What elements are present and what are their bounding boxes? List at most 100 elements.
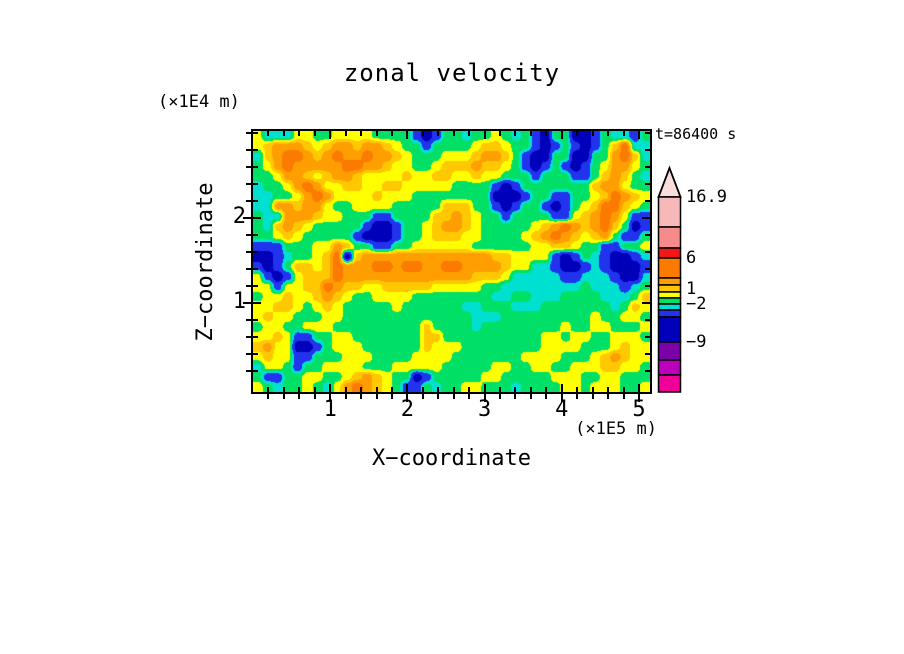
tick-mark [253, 200, 258, 202]
tick-mark [267, 387, 269, 392]
tick-mark [514, 394, 516, 399]
tick-mark [530, 387, 532, 392]
tick-mark [246, 268, 251, 270]
tick-mark [499, 394, 501, 399]
time-annotation: t=86400 s [655, 125, 737, 143]
tick-mark [253, 336, 258, 338]
tick-mark [645, 183, 650, 185]
tick-mark [499, 387, 501, 392]
x-tick-label: 3 [477, 397, 492, 422]
tick-mark [253, 370, 258, 372]
tick-mark [253, 285, 258, 287]
tick-mark [561, 394, 563, 402]
tick-mark [645, 149, 650, 151]
tick-mark [514, 387, 516, 392]
colorbar-value-label: −9 [686, 332, 707, 352]
tick-mark [329, 384, 331, 392]
tick-mark [253, 302, 261, 304]
tick-mark [283, 394, 285, 399]
y-axis-label: Z−coordinate [193, 182, 218, 342]
colorbar-value-label: 16.9 [686, 187, 727, 207]
tick-mark [607, 131, 609, 136]
tick-mark [253, 183, 258, 185]
tick-mark [298, 394, 300, 399]
tick-mark [406, 131, 408, 139]
tick-mark [623, 394, 625, 399]
y-axis-unit-label: (×1E4 m) [158, 92, 240, 112]
tick-mark [345, 394, 347, 399]
tick-mark [345, 387, 347, 392]
tick-mark [530, 394, 532, 399]
tick-mark [437, 394, 439, 399]
tick-mark [437, 131, 439, 136]
tick-mark [253, 251, 258, 253]
tick-mark [576, 387, 578, 392]
tick-mark [437, 387, 439, 392]
tick-mark [592, 387, 594, 392]
tick-mark [468, 387, 470, 392]
tick-mark [638, 394, 640, 402]
tick-mark [329, 394, 331, 402]
tick-mark [592, 394, 594, 399]
tick-mark [545, 394, 547, 399]
tick-mark [468, 394, 470, 399]
tick-mark [246, 166, 251, 168]
tick-mark [246, 251, 251, 253]
tick-mark [576, 131, 578, 136]
y-tick-label: 1 [232, 289, 246, 314]
tick-mark [592, 131, 594, 136]
tick-mark [376, 394, 378, 399]
tick-mark [645, 268, 650, 270]
tick-mark [243, 217, 251, 219]
colorbar-segment [657, 309, 682, 318]
tick-mark [360, 131, 362, 136]
colorbar-segment [657, 196, 682, 228]
colorbar-segment [657, 247, 682, 259]
tick-mark [638, 384, 640, 392]
tick-mark [253, 132, 258, 134]
tick-mark [253, 234, 258, 236]
colorbar-segment [657, 359, 682, 376]
tick-mark [645, 285, 650, 287]
tick-mark [645, 353, 650, 355]
tick-mark [545, 387, 547, 392]
tick-mark [246, 336, 251, 338]
tick-mark [422, 387, 424, 392]
tick-mark [243, 302, 251, 304]
tick-mark [246, 234, 251, 236]
tick-mark [246, 285, 251, 287]
tick-mark [391, 394, 393, 399]
tick-mark [530, 131, 532, 136]
colorbar-segment [657, 291, 682, 299]
colorbar-value-label: −2 [686, 294, 707, 314]
tick-mark [607, 387, 609, 392]
tick-mark [645, 370, 650, 372]
tick-mark [453, 387, 455, 392]
tick-mark [246, 370, 251, 372]
tick-mark [314, 394, 316, 399]
colorbar-segment [657, 297, 682, 305]
tick-mark [406, 384, 408, 392]
tick-mark [514, 131, 516, 136]
tick-mark [253, 217, 261, 219]
tick-mark [246, 183, 251, 185]
tick-mark [246, 149, 251, 151]
tick-mark [642, 302, 650, 304]
tick-mark [484, 394, 486, 402]
colorbar-segment [657, 341, 682, 361]
tick-mark [314, 387, 316, 392]
x-tick-label: 4 [555, 397, 569, 422]
x-tick-label: 2 [400, 397, 415, 422]
tick-mark [329, 131, 331, 139]
x-tick-label: 1 [323, 397, 337, 422]
tick-mark [645, 319, 650, 321]
colorbar-value-label: 6 [686, 248, 697, 268]
tick-mark [246, 319, 251, 321]
tick-mark [499, 131, 501, 136]
colorbar-segment [657, 257, 682, 279]
tick-mark [246, 200, 251, 202]
tick-mark [267, 394, 269, 399]
tick-mark [253, 319, 258, 321]
tick-mark [314, 131, 316, 136]
colorbar-arrow [657, 165, 682, 198]
